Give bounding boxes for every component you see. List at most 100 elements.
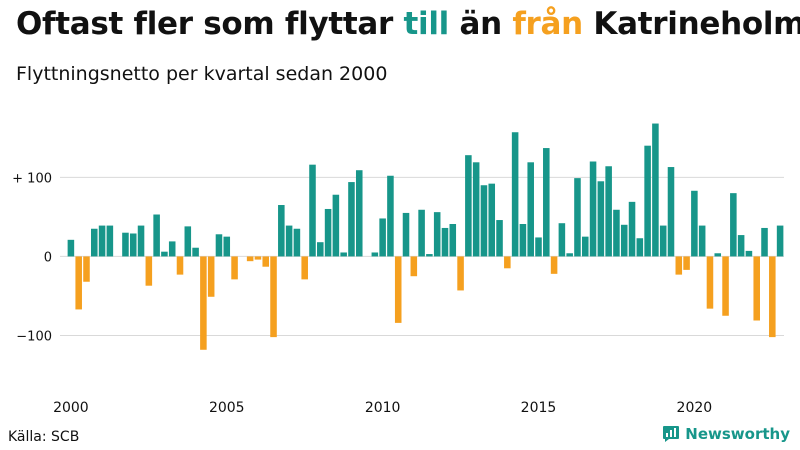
bar-2000-k2[interactable]: [75, 256, 82, 310]
bar-2001-k4[interactable]: [122, 232, 129, 257]
bar-2000-k1[interactable]: [67, 239, 75, 257]
title-keyword-till: till: [403, 6, 449, 42]
title-keyword-fran: från: [512, 6, 583, 42]
bar-2020-k1[interactable]: [691, 190, 698, 257]
bar-2011-k3[interactable]: [426, 254, 433, 257]
title-part-1: Oftast fler som flyttar: [16, 6, 404, 42]
bar-2000-k4[interactable]: [91, 228, 98, 257]
bar-2011-k1[interactable]: [410, 256, 418, 277]
bar-2014-k4[interactable]: [527, 162, 534, 257]
bar-2017-k3[interactable]: [613, 209, 620, 257]
bar-2016-k4[interactable]: [589, 161, 597, 257]
bar-2002-k4[interactable]: [153, 214, 160, 257]
bar-2013-k3[interactable]: [488, 183, 496, 257]
bar-2004-k2[interactable]: [200, 256, 207, 350]
bar-2008-k3[interactable]: [332, 194, 340, 257]
bar-2008-k4[interactable]: [340, 252, 347, 257]
bar-2021-k4[interactable]: [745, 250, 753, 257]
bar-2007-k2[interactable]: [293, 228, 301, 257]
bar-2006-k3[interactable]: [270, 256, 277, 338]
bar-2010-k1[interactable]: [379, 218, 386, 257]
bar-2007-k3[interactable]: [301, 256, 308, 280]
bar-2021-k1[interactable]: [722, 256, 729, 316]
bar-2012-k2[interactable]: [449, 224, 457, 257]
bar-2004-k4[interactable]: [215, 234, 223, 257]
bar-2004-k1[interactable]: [192, 247, 199, 257]
bar-2019-k3[interactable]: [675, 256, 683, 275]
bar-2009-k1[interactable]: [348, 182, 355, 257]
bar-2010-k4[interactable]: [402, 212, 410, 257]
bar-2014-k1[interactable]: [504, 256, 511, 269]
bar-2022-k3[interactable]: [769, 256, 776, 338]
bar-2008-k1[interactable]: [317, 242, 324, 257]
bar-2011-k2[interactable]: [418, 209, 425, 257]
bar-2017-k1[interactable]: [597, 181, 605, 257]
bar-2006-k4[interactable]: [278, 205, 285, 257]
bar-2003-k3[interactable]: [176, 256, 184, 275]
bar-2015-k4[interactable]: [558, 223, 566, 257]
bar-2013-k4[interactable]: [496, 220, 503, 257]
bar-2003-k2[interactable]: [168, 241, 176, 257]
bar-2020-k3[interactable]: [706, 256, 714, 309]
bar-2022-k2[interactable]: [761, 227, 768, 257]
bar-2002-k2[interactable]: [137, 225, 145, 257]
bar-2015-k3[interactable]: [550, 256, 558, 274]
x-tick-label: 2000: [53, 400, 89, 416]
bar-2019-k1[interactable]: [659, 225, 667, 257]
x-tick-label: 2005: [209, 400, 245, 416]
bar-2017-k4[interactable]: [620, 224, 628, 257]
bar-2010-k3[interactable]: [394, 256, 402, 323]
bar-2009-k2[interactable]: [355, 170, 363, 257]
bar-2018-k2[interactable]: [636, 238, 644, 257]
bar-2014-k2[interactable]: [511, 132, 519, 257]
bar-2006-k2[interactable]: [262, 256, 270, 267]
brand-logo[interactable]: Newsworthy: [662, 425, 790, 443]
bar-2002-k3[interactable]: [145, 256, 153, 286]
bar-2007-k4[interactable]: [309, 164, 316, 257]
x-tick-label: 2015: [521, 400, 557, 416]
bar-2016-k3[interactable]: [581, 236, 589, 257]
bar-2012-k1[interactable]: [441, 227, 449, 257]
bar-2013-k1[interactable]: [472, 162, 480, 257]
y-tick-label: −100: [16, 330, 52, 345]
bar-2022-k4[interactable]: [776, 225, 784, 257]
bar-2019-k4[interactable]: [683, 256, 690, 270]
bar-2013-k2[interactable]: [480, 185, 488, 257]
bar-2016-k2[interactable]: [574, 178, 581, 257]
bar-2012-k4[interactable]: [465, 155, 472, 257]
bar-2017-k2[interactable]: [605, 166, 612, 257]
bar-2005-k1[interactable]: [223, 236, 231, 257]
bar-2004-k3[interactable]: [207, 256, 215, 297]
y-tick-label: + 100: [12, 171, 52, 186]
bar-2021-k3[interactable]: [737, 235, 745, 257]
bar-2018-k3[interactable]: [644, 145, 651, 257]
bar-2020-k2[interactable]: [698, 225, 706, 257]
chart-subtitle: Flyttningsnetto per kvartal sedan 2000: [16, 63, 388, 85]
bar-2001-k1[interactable]: [98, 225, 106, 257]
bar-2005-k4[interactable]: [246, 256, 254, 262]
bar-2002-k1[interactable]: [129, 233, 137, 257]
bar-2011-k4[interactable]: [433, 212, 441, 257]
bar-2021-k2[interactable]: [730, 193, 737, 257]
bar-2003-k4[interactable]: [184, 226, 192, 257]
bar-2005-k2[interactable]: [231, 256, 238, 280]
bar-2014-k3[interactable]: [519, 224, 527, 257]
bar-2006-k1[interactable]: [254, 256, 262, 260]
bar-2003-k1[interactable]: [161, 251, 168, 257]
source-note: Källa: SCB: [8, 429, 80, 445]
bar-2001-k2[interactable]: [106, 225, 114, 257]
bar-2016-k1[interactable]: [566, 253, 573, 257]
bar-2008-k2[interactable]: [324, 208, 332, 257]
bar-2007-k1[interactable]: [285, 225, 293, 257]
bar-2010-k2[interactable]: [387, 175, 394, 257]
bar-2000-k3[interactable]: [83, 256, 90, 282]
bar-2018-k1[interactable]: [628, 201, 636, 257]
bar-2015-k1[interactable]: [535, 237, 542, 257]
bar-2019-k2[interactable]: [667, 167, 675, 257]
bar-2018-k4[interactable]: [652, 123, 659, 257]
bar-2022-k1[interactable]: [753, 256, 760, 321]
bar-2015-k2[interactable]: [543, 148, 550, 257]
bar-2020-k4[interactable]: [714, 253, 722, 257]
bar-2012-k3[interactable]: [457, 256, 464, 291]
bar-2009-k4[interactable]: [371, 252, 379, 257]
